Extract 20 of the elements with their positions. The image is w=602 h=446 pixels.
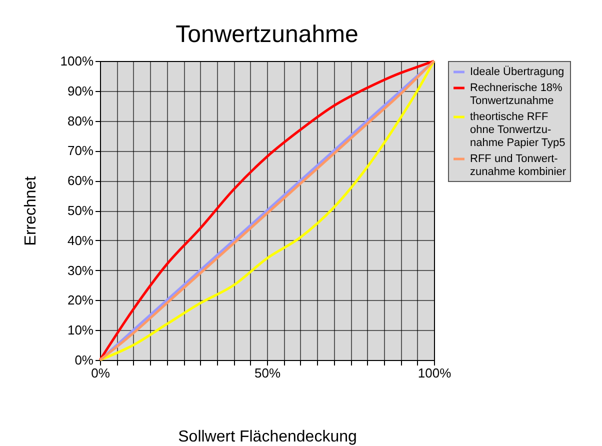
y-tick-label: 10% xyxy=(67,322,94,338)
y-axis-title: Errechnet xyxy=(22,176,40,246)
y-tick-label: 80% xyxy=(67,113,94,128)
legend-label: Ideale Übertragung xyxy=(470,65,564,78)
y-tick-label: 30% xyxy=(67,262,94,278)
y-tick-label: 20% xyxy=(67,292,94,308)
y-tick-label: 50% xyxy=(67,203,94,218)
x-axis-title: Sollwert Flächendeckung xyxy=(178,428,357,446)
legend-label: theortische RFF ohne Tonwertzu- nahme Papier Typ5 xyxy=(470,111,566,149)
legend-label: RFF und Tonwert- zunahme kombinier xyxy=(470,153,566,178)
y-tick-label: 40% xyxy=(67,232,94,248)
chart-title: Tonwertzunahme xyxy=(176,21,358,48)
x-tick-label: 0% xyxy=(91,366,110,380)
y-tick-label: 0% xyxy=(74,352,94,368)
y-tick-label: 90% xyxy=(67,83,94,98)
y-tick-label: 60% xyxy=(67,173,94,188)
x-tick-label: 50% xyxy=(254,366,281,380)
y-tick-label: 100% xyxy=(60,54,94,68)
x-tick-label: 100% xyxy=(418,366,452,380)
y-tick-label: 70% xyxy=(67,143,94,158)
